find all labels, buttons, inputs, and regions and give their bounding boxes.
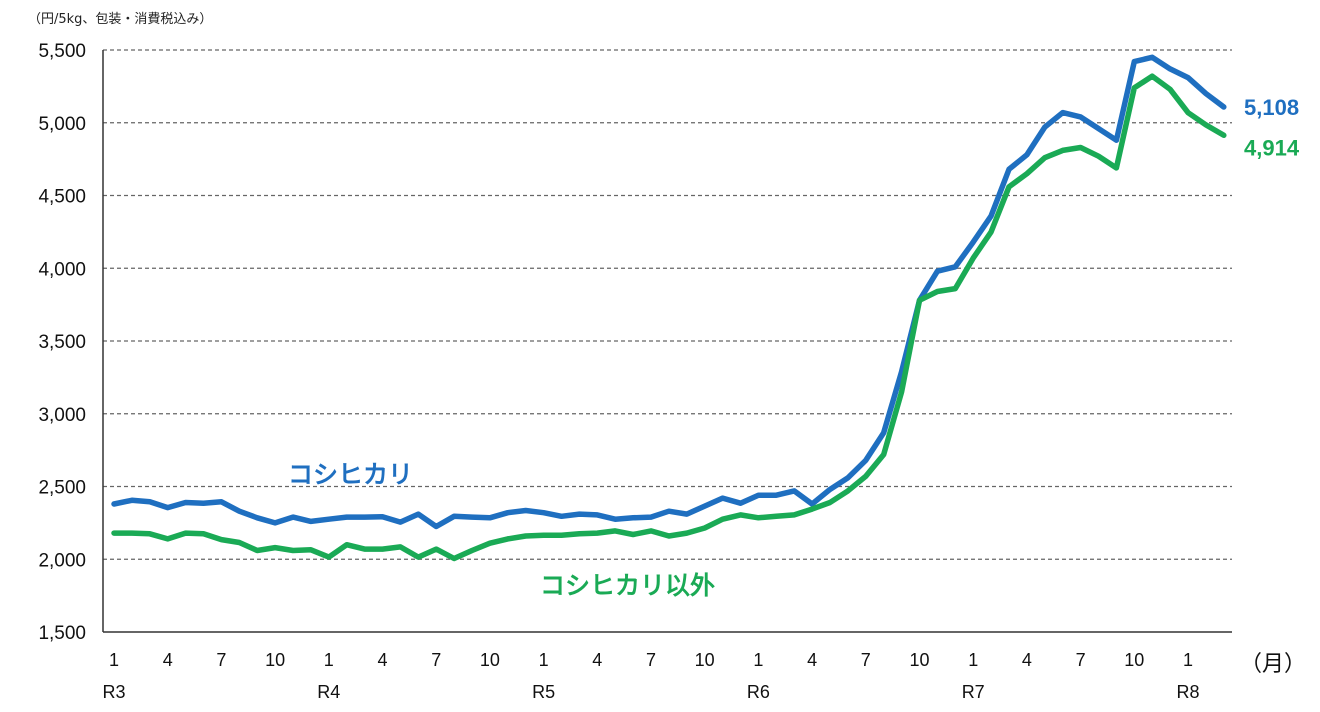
- series-annotation: コシヒカリ: [288, 460, 413, 489]
- x-tick-label-month: 1: [109, 650, 119, 670]
- y-tick-label: 4,000: [38, 259, 86, 280]
- y-tick-label: 2,500: [38, 478, 86, 499]
- x-tick-label-month: 10: [480, 650, 500, 670]
- x-tick-label-month: 4: [592, 650, 602, 670]
- x-unit-label: （月）: [1240, 652, 1307, 677]
- x-tick-label-month: 4: [807, 650, 817, 670]
- y-tick-label: 5,500: [38, 41, 86, 62]
- x-tick-label-month: 1: [753, 650, 763, 670]
- x-tick-label-year: R5: [532, 682, 555, 702]
- series-line-other: [111, 73, 1227, 562]
- x-tick-label-month: 7: [646, 650, 656, 670]
- x-tick-label-month: 7: [216, 650, 226, 670]
- y-unit-note: （円/5kg、包装・消費税込み）: [28, 12, 213, 27]
- x-tick-label-month: 7: [1076, 650, 1086, 670]
- y-tick-label: 5,000: [38, 114, 86, 135]
- end-value-label: 4,914: [1244, 135, 1300, 160]
- y-tick-label: 3,000: [38, 405, 86, 426]
- x-tick-label-month: 10: [695, 650, 715, 670]
- x-tick-label-month: 10: [265, 650, 285, 670]
- x-tick-label-month: 4: [377, 650, 387, 670]
- x-tick-label-month: 10: [909, 650, 929, 670]
- y-tick-label: 1,500: [38, 623, 86, 644]
- x-tick-label-month: 1: [324, 650, 334, 670]
- x-tick-label-year: R6: [747, 682, 770, 702]
- series-line-koshihikari: [111, 54, 1227, 530]
- x-tick-label-month: 7: [861, 650, 871, 670]
- x-tick-label-month: 1: [539, 650, 549, 670]
- x-tick-label-month: 4: [1022, 650, 1032, 670]
- y-tick-label: 3,500: [38, 332, 86, 353]
- series-annotation: コシヒカリ以外: [540, 571, 715, 600]
- x-tick-label-month: 10: [1124, 650, 1144, 670]
- x-tick-label-year: R8: [1176, 682, 1199, 702]
- x-tick-label-month: 7: [431, 650, 441, 670]
- x-tick-label-month: 4: [163, 650, 173, 670]
- x-tick-label-month: 1: [968, 650, 978, 670]
- x-tick-label-year: R4: [317, 682, 340, 702]
- x-tick-label-month: 1: [1183, 650, 1193, 670]
- y-tick-label: 2,000: [38, 550, 86, 571]
- end-value-label: 5,108: [1244, 95, 1299, 120]
- x-tick-label-year: R7: [962, 682, 985, 702]
- y-tick-label: 4,500: [38, 187, 86, 208]
- x-tick-label-year: R3: [102, 682, 125, 702]
